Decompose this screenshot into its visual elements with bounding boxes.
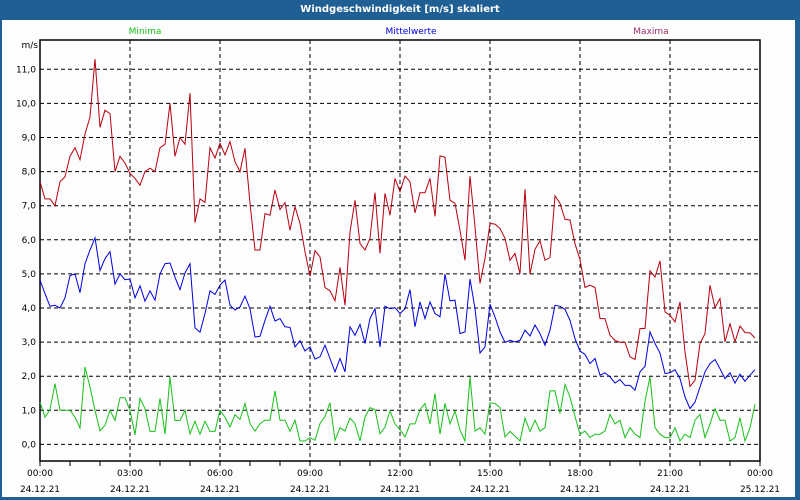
x-tick-time: 15:00 [477,469,503,479]
chart-panel [2,20,795,497]
x-tick-date: 24.12.21 [200,485,240,495]
x-tick-date: 24.12.21 [20,485,60,495]
x-tick-time: 18:00 [567,469,593,479]
legend-label-minima: Minima [129,27,162,37]
x-tick-time: 00:00 [27,469,53,479]
x-tick-date: 25.12.21 [740,485,780,495]
window-title: Windgeschwindigkeit [m/s] skaliert [300,4,500,15]
y-tick-label: 7,0 [22,202,37,212]
y-tick-label: 8,0 [22,168,37,178]
x-tick-time: 12:00 [387,469,413,479]
legend-label-mittelwerte: Mittelwerte [385,27,436,37]
y-tick-label: 3,0 [22,338,37,348]
x-tick-time: 06:00 [207,469,233,479]
x-tick-time: 00:00 [747,469,773,479]
y-tick-label: 0,0 [22,440,37,450]
y-tick-label: 10,0 [16,99,36,109]
y-tick-label: 1,0 [22,406,37,416]
x-tick-time: 03:00 [117,469,143,479]
series-line-minima [39,366,756,443]
x-tick-date: 24.12.21 [470,485,510,495]
x-tick-date: 24.12.21 [650,485,690,495]
y-tick-label: 4,0 [22,304,37,314]
y-tick-label: 9,0 [22,134,37,144]
plot-frame [39,39,761,462]
y-tick-label: 11,0 [16,65,36,75]
x-tick-date: 24.12.21 [110,485,150,495]
y-tick-label: 5,0 [22,270,37,280]
y-tick-label: 6,0 [22,236,37,246]
series-line-maxima [39,59,756,388]
x-tick-date: 24.12.21 [290,485,330,495]
x-tick-date: 24.12.21 [380,485,420,495]
y-axis-unit-label: m/s [22,41,39,51]
legend-label-maxima: Maxima [633,27,668,37]
y-tick-label: 2,0 [22,372,37,382]
x-tick-time: 21:00 [657,469,683,479]
x-tick-date: 24.12.21 [560,485,600,495]
x-tick-time: 09:00 [297,469,323,479]
series-line-mittelwerte [39,235,756,410]
